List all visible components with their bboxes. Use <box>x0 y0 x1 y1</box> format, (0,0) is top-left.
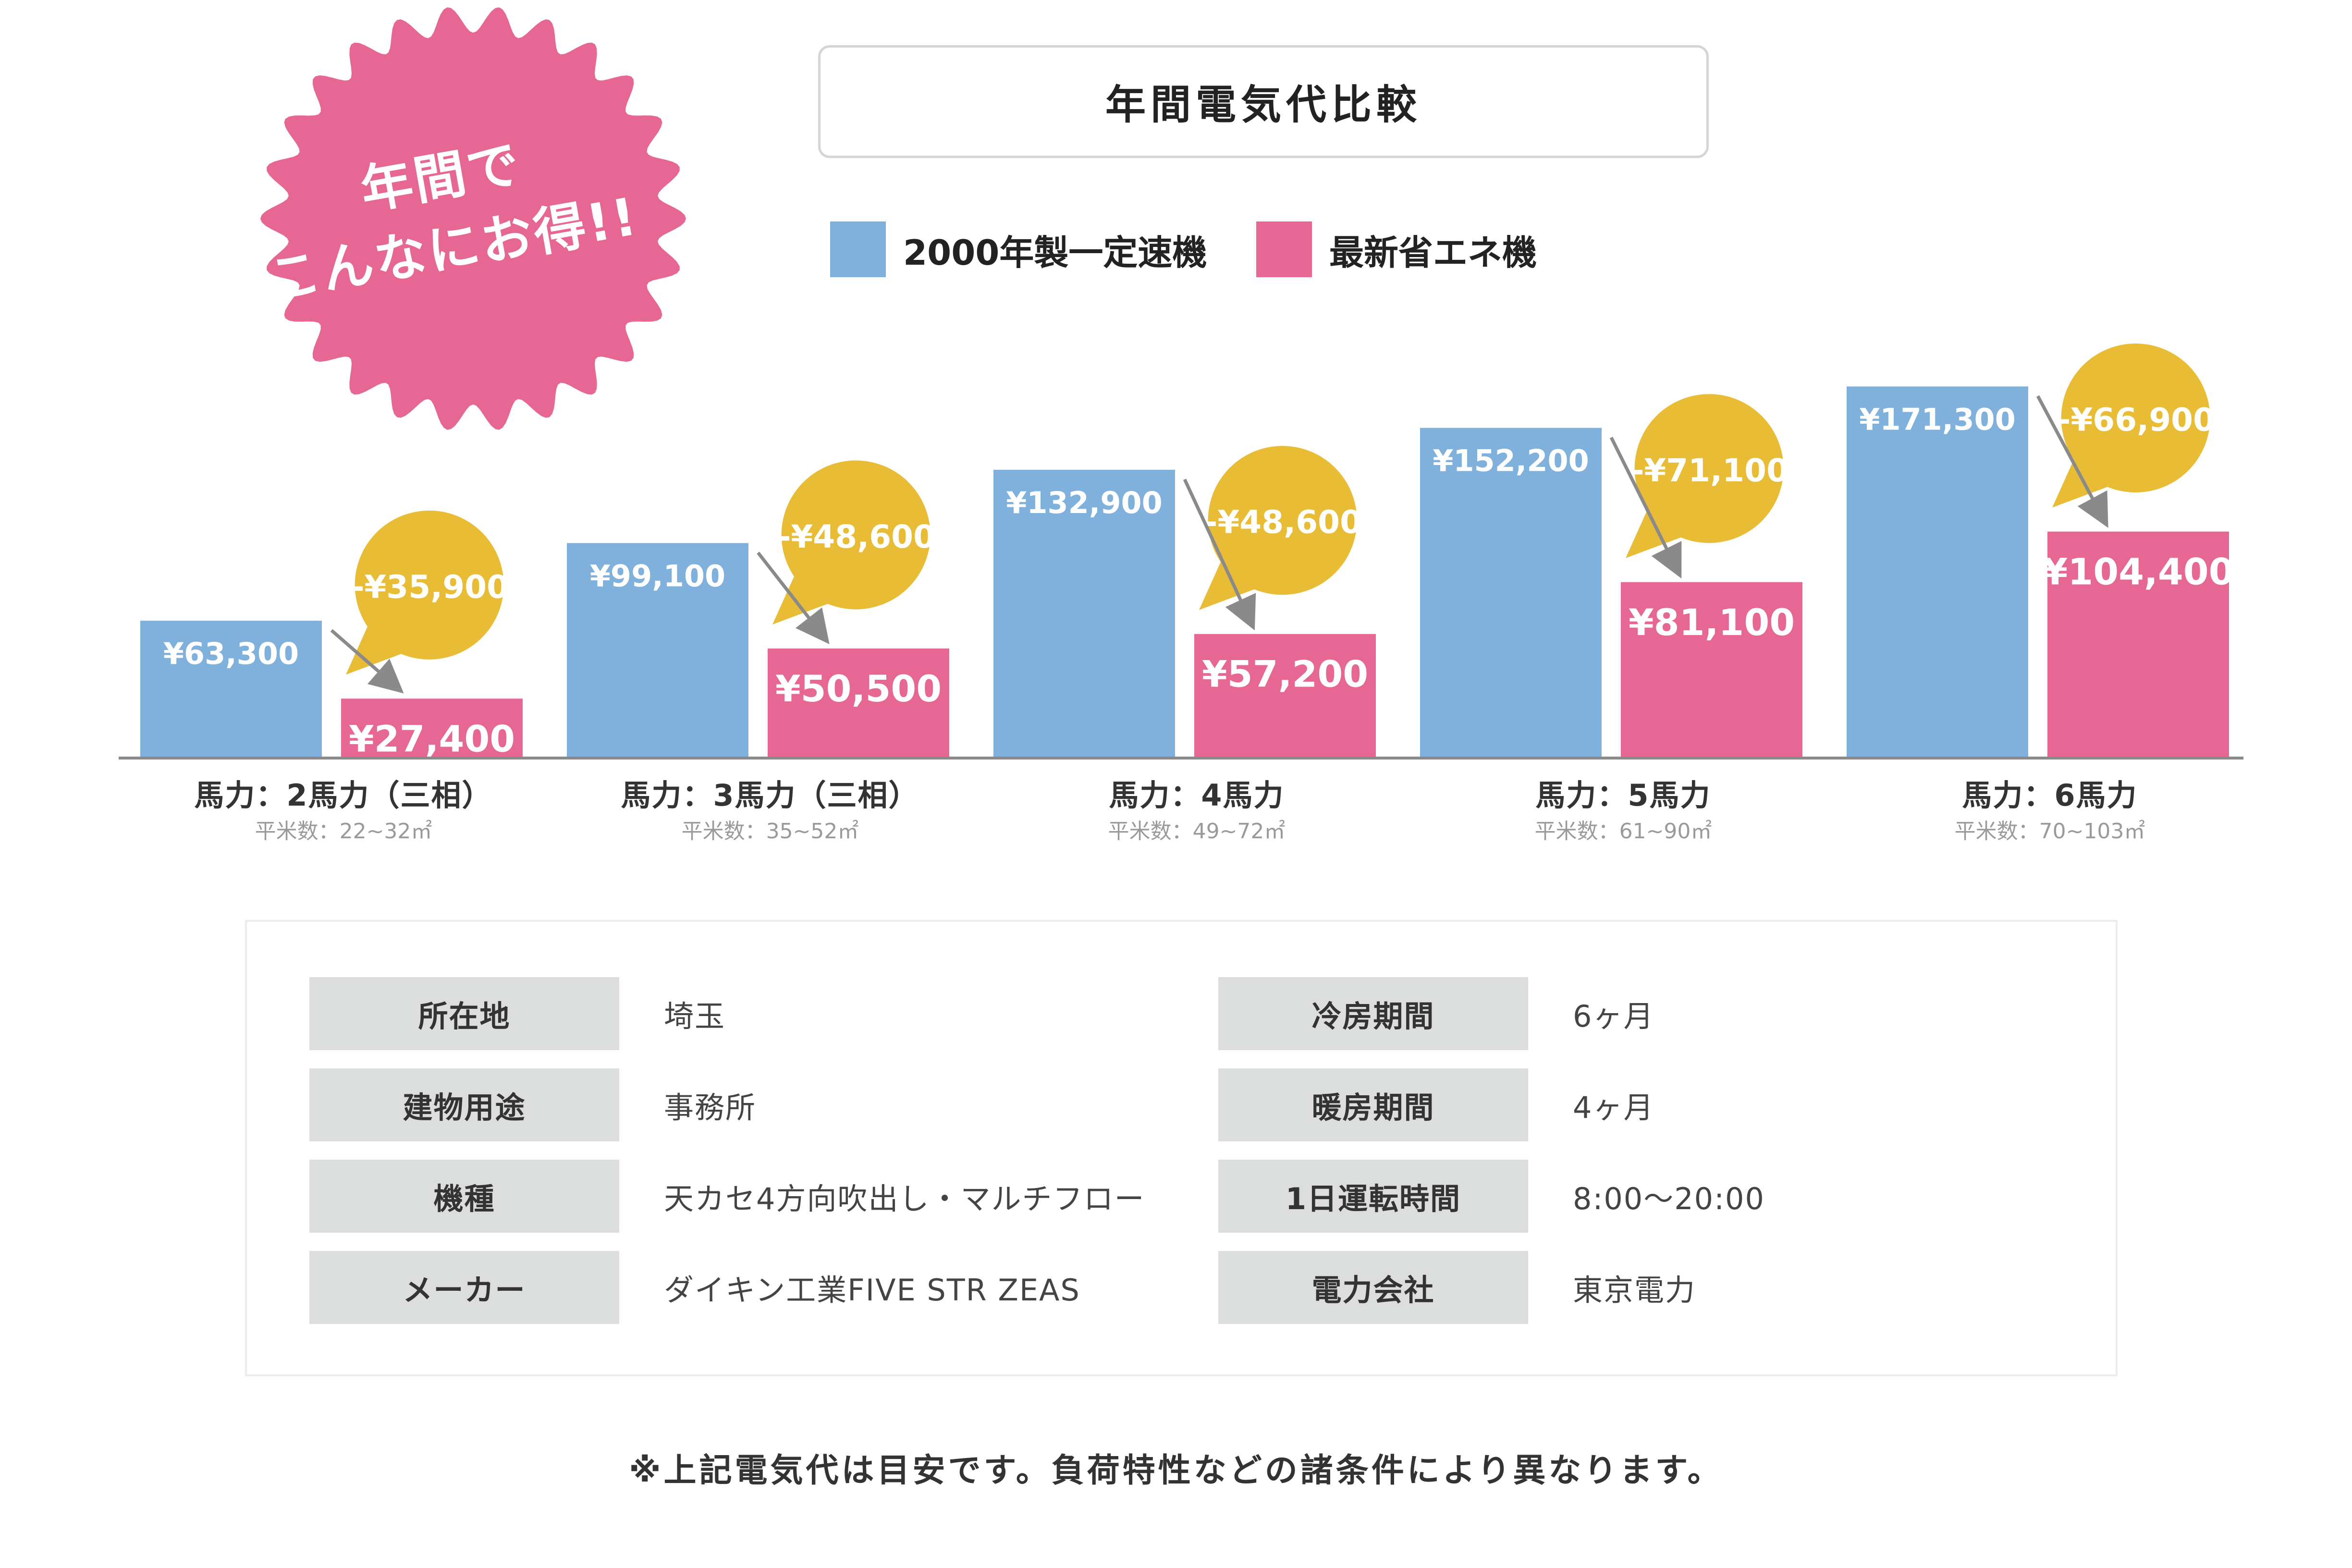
savings-bubble <box>1199 446 1357 610</box>
category-name: 馬力：6馬力 <box>1962 778 2138 813</box>
conditions-panel: 所在地 埼玉 冷房期間 6ヶ月 建物用途 事務所 暖房期間 4ヶ月 機種 天カセ… <box>245 920 2118 1376</box>
bar-old-unit <box>140 621 322 758</box>
legend-swatch-new-unit <box>1256 221 1312 277</box>
bar-new-unit <box>2047 531 2229 758</box>
bar-new-unit <box>1194 634 1376 758</box>
info-key-model: 機種 <box>309 1160 619 1233</box>
info-key-maker: メーカー <box>309 1251 619 1324</box>
footnote: ※上記電気代は目安です。負荷特性などの諸条件により異なります。 <box>629 1452 1723 1490</box>
bar-label-old-unit: ¥99,100 <box>590 558 725 593</box>
bar-label-new-unit: ¥27,400 <box>349 717 515 760</box>
category-name: 馬力：4馬力 <box>1109 778 1285 813</box>
legend-label-old-unit: 2000年製一定速機 <box>903 232 1207 273</box>
category-name: 馬力：2馬力（三相） <box>194 778 493 813</box>
category-floor-area: 平米数：61~90㎡ <box>1534 819 1712 844</box>
bar-new-unit <box>341 698 523 758</box>
bar-label-new-unit: ¥81,100 <box>1629 601 1795 644</box>
legend-label-new-unit: 最新省エネ機 <box>1329 232 1537 273</box>
bar-new-unit <box>1621 582 1802 758</box>
category-label: 馬力：6馬力平米数：70~103㎡ <box>1858 774 2242 846</box>
bar-old-unit <box>993 469 1175 758</box>
bar-new-unit <box>768 648 949 758</box>
legend-swatch-old-unit <box>830 221 886 277</box>
info-value-heating-period: 4ヶ月 <box>1573 1090 1654 1125</box>
savings-label: -¥35,900 <box>351 568 509 605</box>
info-value-maker: ダイキン工業FIVE STR ZEAS <box>664 1273 1080 1308</box>
category-label: 馬力：5馬力平米数：61~90㎡ <box>1431 774 1815 846</box>
info-value-location: 埼玉 <box>664 999 726 1034</box>
bar-label-new-unit: ¥50,500 <box>775 667 942 710</box>
savings-label: -¥66,900 <box>2058 402 2215 439</box>
info-value-daily-hours: 8:00〜20:00 <box>1573 1181 1765 1216</box>
category-label: 馬力：3馬力（三相） 平米数：35~52㎡ <box>578 774 962 846</box>
info-value-power-company: 東京電力 <box>1573 1273 1696 1308</box>
savings-bubble <box>772 460 931 625</box>
info-key-daily-hours: 1日運転時間 <box>1218 1160 1528 1233</box>
category-name: 馬力：5馬力 <box>1535 778 1711 813</box>
savings-bubble <box>2052 343 2210 508</box>
savings-arrow <box>757 551 830 644</box>
scalloped-badge-shape <box>260 7 686 430</box>
bar-label-new-unit: ¥104,400 <box>2042 551 2234 593</box>
info-key-power-company: 電力会社 <box>1218 1251 1528 1324</box>
bar-chart: ¥63,300 ¥27,400 -¥35,900 ¥99,100 ¥50,500 -¥48… <box>119 343 2243 760</box>
category-floor-area: 平米数：70~103㎡ <box>1954 819 2145 844</box>
category-floor-area: 平米数：22~32㎡ <box>255 819 432 844</box>
legend-item-old-unit: 2000年製一定速機 <box>830 221 1207 278</box>
info-key-heating-period: 暖房期間 <box>1218 1068 1528 1141</box>
bar-label-old-unit: ¥152,200 <box>1433 443 1589 478</box>
savings-arrow <box>1609 437 1682 579</box>
category-label: 馬力：4馬力平米数：49~72㎡ <box>1004 774 1389 846</box>
category-label: 馬力：2馬力（三相） 平米数：22~32㎡ <box>151 774 536 846</box>
bar-label-old-unit: ¥132,900 <box>1006 485 1163 520</box>
savings-label: -¥71,100 <box>1631 452 1788 489</box>
bar-label-old-unit: ¥171,300 <box>1859 402 2016 437</box>
info-key-location: 所在地 <box>309 977 619 1050</box>
info-key-building-use: 建物用途 <box>309 1068 619 1141</box>
info-value-model: 天カセ4方向吹出し・マルチフロー <box>664 1181 1145 1216</box>
savings-arrow <box>1183 478 1256 631</box>
category-floor-area: 平米数：49~72㎡ <box>1108 819 1286 844</box>
info-key-cooling-period: 冷房期間 <box>1218 977 1528 1050</box>
savings-arrow <box>330 629 404 694</box>
chart-title: 年間電気代比較 <box>818 45 1709 158</box>
category-name: 馬力：3馬力（三相） <box>621 778 919 813</box>
savings-bubble <box>1626 394 1784 558</box>
savings-badge: 年間で こんなにお得!! <box>260 7 686 430</box>
savings-label: -¥48,600 <box>778 518 935 555</box>
bar-old-unit <box>1420 428 1602 758</box>
bar-label-new-unit: ¥57,200 <box>1202 653 1368 696</box>
info-value-building-use: 事務所 <box>664 1090 757 1125</box>
bar-old-unit <box>1847 386 2028 758</box>
savings-arrow <box>2036 395 2108 528</box>
category-floor-area: 平米数：35~52㎡ <box>681 819 859 844</box>
savings-label: -¥48,600 <box>1204 504 1362 541</box>
info-value-cooling-period: 6ヶ月 <box>1573 999 1654 1034</box>
bar-label-old-unit: ¥63,300 <box>163 636 299 671</box>
legend-item-new-unit: 最新省エネ機 <box>1256 221 1537 278</box>
bar-old-unit <box>567 543 748 758</box>
savings-bubble <box>346 510 504 675</box>
